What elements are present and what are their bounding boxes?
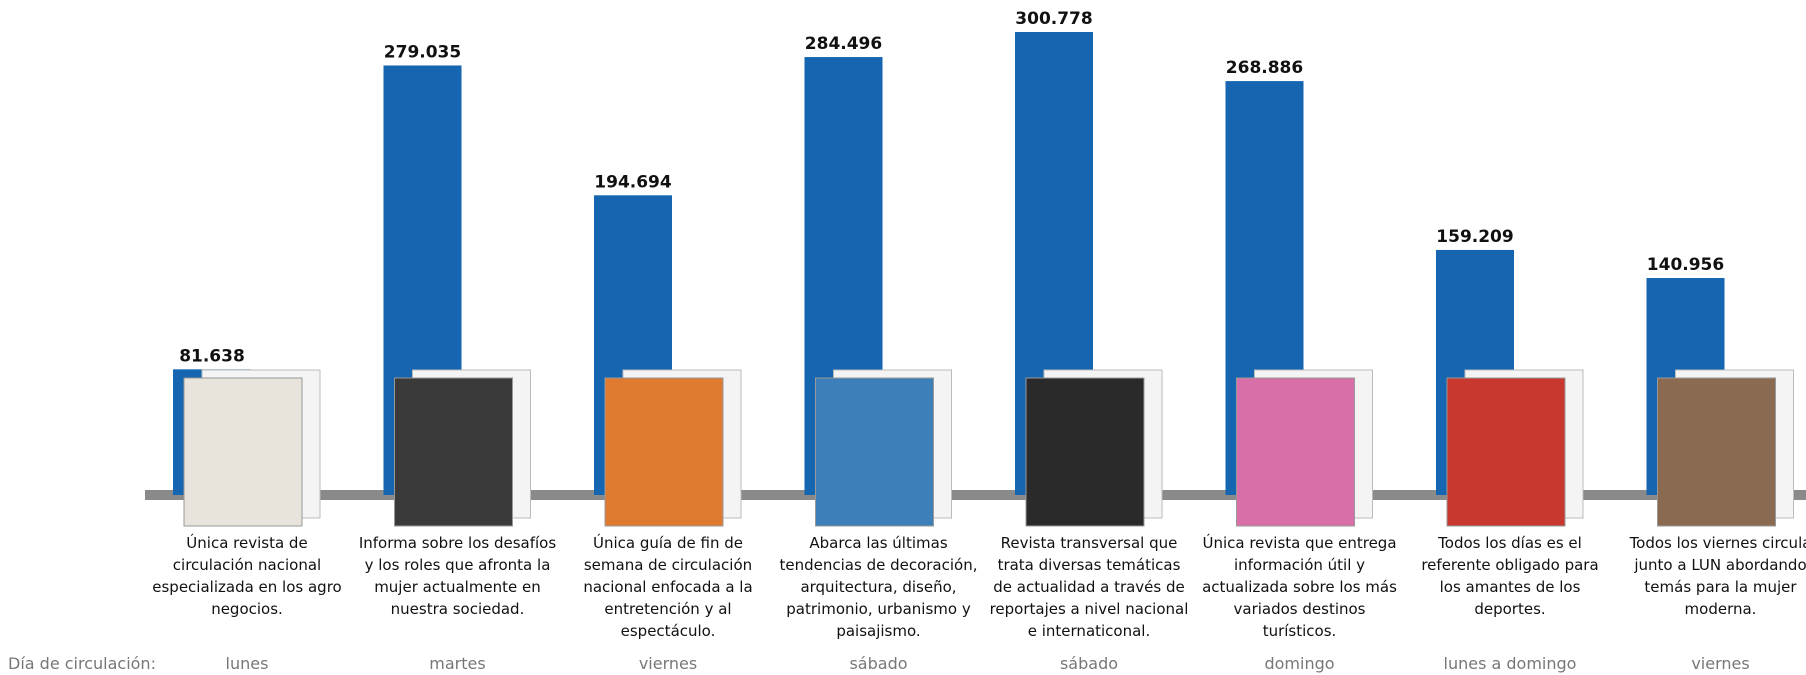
- circulation-day: viernes: [1691, 654, 1750, 673]
- circulation-day: sábado: [849, 654, 908, 673]
- description: Revista transversal que trata diversas t…: [989, 534, 1189, 640]
- circulation-day: lunes a domingo: [1443, 654, 1577, 673]
- circulation-day: viernes: [638, 654, 698, 673]
- description: Única revista de circulación nacional es…: [152, 534, 342, 618]
- description: Abarca las últimas tendencias de decorac…: [779, 534, 978, 640]
- value-label: 159.209: [1436, 227, 1513, 247]
- description: Única guía de fin de semana de circulaci…: [583, 534, 753, 640]
- circulation-day: sábado: [1059, 654, 1119, 673]
- cover: [394, 377, 513, 527]
- cover: [1236, 377, 1355, 527]
- circulation-day: domingo: [1264, 654, 1335, 673]
- cover: [1025, 377, 1145, 527]
- value-label: 268.886: [1226, 58, 1303, 78]
- value-label: 81.638: [179, 346, 245, 366]
- cover: [815, 377, 934, 527]
- description: Todos los días es el referente obligado …: [1421, 534, 1599, 618]
- value-label: 279.035: [384, 42, 461, 62]
- description: Única revista que entrega información út…: [1202, 534, 1397, 640]
- cover: [1657, 377, 1776, 527]
- day-label: Día de circulación:: [8, 654, 156, 673]
- description: Informa sobre los desafíos y los roles q…: [358, 534, 557, 618]
- value-label: 140.956: [1647, 255, 1724, 275]
- cover: [1446, 377, 1566, 527]
- cover: [183, 377, 303, 527]
- value-label: 300.778: [1015, 9, 1092, 29]
- cover: [604, 377, 724, 527]
- circulation-day: lunes: [225, 654, 269, 673]
- description: Todos los viernes circula junto a LUN ab…: [1629, 534, 1806, 618]
- value-label: 194.694: [594, 172, 672, 192]
- circulation-day: martes: [429, 654, 486, 673]
- value-label: 284.496: [805, 34, 882, 54]
- baseline-strip: [145, 490, 1806, 500]
